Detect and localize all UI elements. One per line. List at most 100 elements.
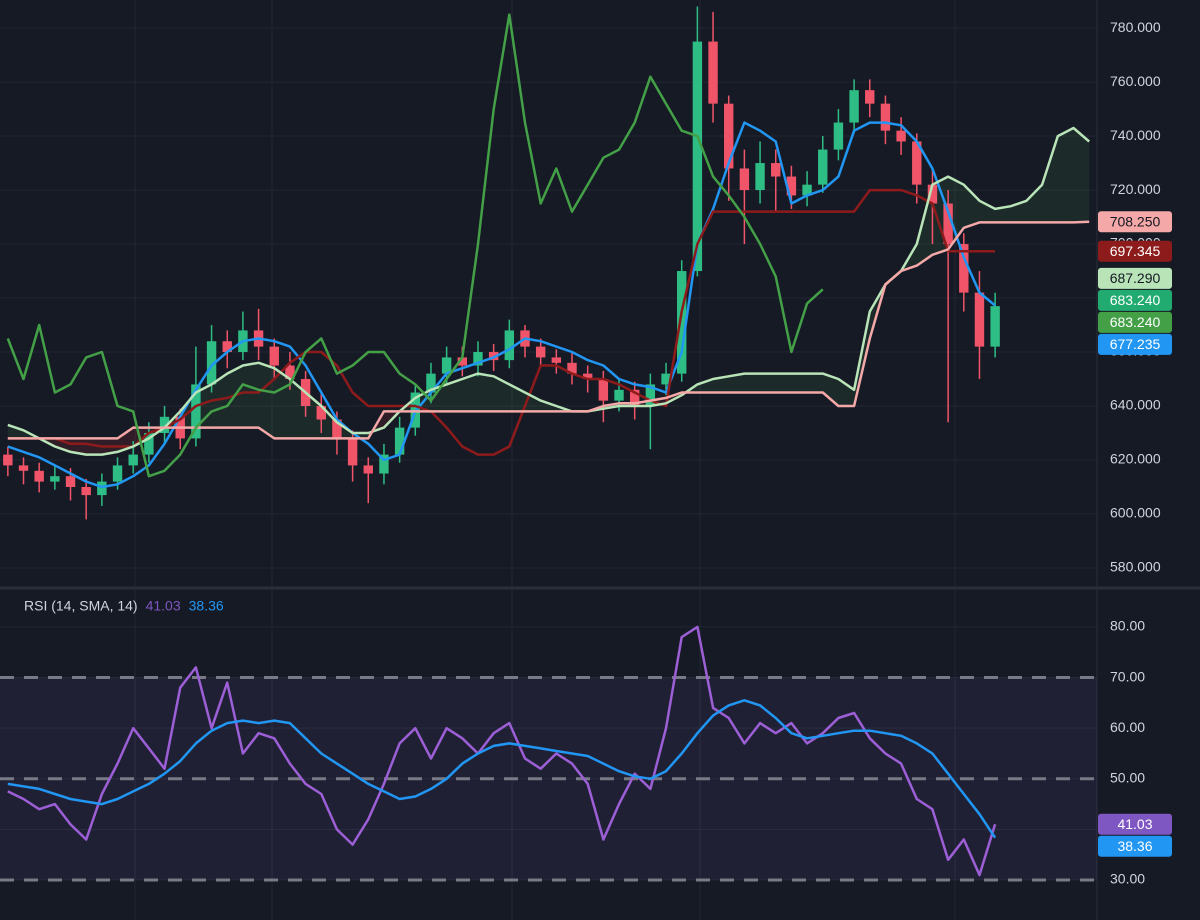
cloud <box>822 373 839 407</box>
price-label-box <box>1098 240 1172 262</box>
cloud <box>791 373 808 393</box>
candle-body <box>112 465 123 482</box>
price-label: 683.240 <box>1110 292 1161 308</box>
candle-body <box>332 419 342 439</box>
indicator-value: 38.36 <box>189 598 224 614</box>
cloud <box>70 438 87 455</box>
price-label: 683.240 <box>1110 314 1161 330</box>
price-label: 38.36 <box>1117 838 1152 854</box>
candle-body <box>65 476 76 488</box>
candle-body <box>598 379 609 401</box>
price-label-box <box>1098 333 1172 355</box>
price-label: 697.345 <box>1110 243 1161 259</box>
candle-body <box>457 357 468 366</box>
candle-body <box>927 184 938 204</box>
candle-body <box>755 163 765 191</box>
candle-body <box>692 41 703 272</box>
cloud <box>963 184 980 228</box>
y-tick-label: 70.00 <box>1110 668 1145 684</box>
candle-body <box>97 481 107 496</box>
price-label-box <box>1098 211 1172 233</box>
indicator-value: 41.03 <box>146 598 181 614</box>
candle-body <box>959 244 969 293</box>
candle-body <box>739 168 750 191</box>
candle-body <box>441 357 452 374</box>
price-label: 41.03 <box>1117 816 1152 832</box>
cloud <box>7 424 24 439</box>
candle-body <box>285 365 295 380</box>
cloud <box>1042 136 1058 223</box>
candle-body <box>645 384 656 407</box>
candle-body <box>535 346 546 358</box>
indicator-line <box>7 126 1091 456</box>
y-tick-label: 50.00 <box>1110 769 1145 785</box>
y-tick-label: 60.00 <box>1110 719 1145 735</box>
cloud <box>1026 184 1043 223</box>
cloud <box>775 373 792 393</box>
candle-body <box>614 389 624 401</box>
cloud <box>1010 200 1027 223</box>
y-tick-label: 600.000 <box>1110 505 1161 521</box>
y-tick-label: 640.000 <box>1110 397 1161 413</box>
candle-body <box>316 406 326 420</box>
candle-body <box>708 41 718 104</box>
candle-body <box>159 416 170 434</box>
indicator-line <box>7 625 997 877</box>
candle-body <box>974 292 985 347</box>
price-label: 708.250 <box>1110 213 1161 229</box>
candle-body <box>912 141 922 185</box>
indicator-line <box>6 13 824 478</box>
candle-body <box>363 465 373 474</box>
candle-body <box>661 373 671 385</box>
candle-body <box>206 341 217 385</box>
cloud <box>477 373 494 412</box>
candle-body <box>473 352 483 366</box>
candle-body <box>865 90 875 104</box>
candle-body <box>582 373 593 380</box>
candle-body <box>144 433 154 455</box>
candle-body <box>943 203 953 245</box>
candle-body <box>379 454 389 474</box>
candle-body <box>896 130 906 142</box>
candle-body <box>347 438 358 466</box>
y-tick-label: 780.000 <box>1110 19 1161 35</box>
candle-body <box>3 454 13 466</box>
cloud <box>1073 127 1090 223</box>
candle-body <box>771 163 781 177</box>
cloud <box>86 438 102 455</box>
price-label: 677.235 <box>1110 336 1161 352</box>
candle-body <box>677 271 687 374</box>
candle-body <box>504 330 515 361</box>
candle-body <box>802 184 812 196</box>
candle-body <box>724 103 734 169</box>
candle-body <box>786 176 797 196</box>
cloud <box>258 362 275 439</box>
price-label-box <box>1098 267 1172 289</box>
price-label-box <box>1098 813 1172 835</box>
cloud <box>838 379 855 407</box>
price-label-box <box>1098 835 1172 857</box>
y-tick-label: 720.000 <box>1110 181 1161 197</box>
cloud <box>446 379 463 412</box>
candle-body <box>880 103 891 131</box>
cloud <box>242 362 259 428</box>
cloud <box>760 373 776 393</box>
cloud <box>744 373 761 393</box>
price-label: 687.290 <box>1110 270 1161 286</box>
candle-body <box>990 306 1000 347</box>
cloud <box>211 373 228 428</box>
cloud <box>916 184 933 266</box>
cloud <box>728 373 745 393</box>
candle-body <box>551 357 562 363</box>
candle-body <box>128 454 138 466</box>
indicator-line <box>7 699 997 839</box>
y-tick-label: 760.000 <box>1110 73 1161 89</box>
cloud <box>979 200 996 223</box>
cloud <box>995 206 1011 223</box>
cloud <box>713 376 729 393</box>
y-tick-label: 580.000 <box>1110 559 1161 575</box>
rsi-band <box>0 677 1097 881</box>
candle-body <box>567 362 577 374</box>
candle-body <box>191 384 201 439</box>
